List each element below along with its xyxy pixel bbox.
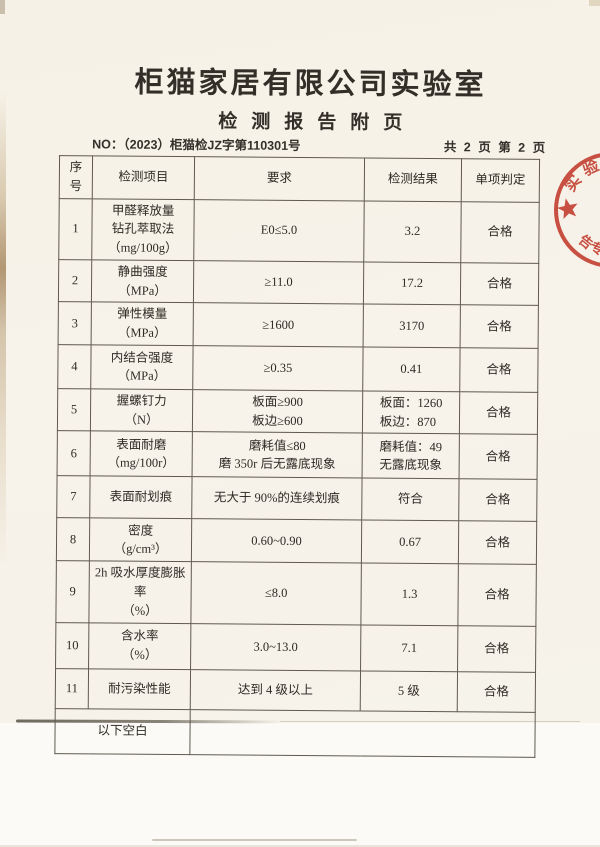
- cell-item: 甲醛释放量 钻孔萃取法 （mg/100g）: [91, 198, 195, 261]
- report-number: NO：（2023）柜猫检JZ字第110301号: [92, 137, 301, 153]
- cell-no: 7: [56, 475, 91, 519]
- cell-result: 板面：1260 板边：870: [362, 390, 460, 435]
- footer-note-cell: 以下空白: [54, 708, 191, 755]
- cell-verdict: 合格: [457, 563, 537, 626]
- header-verdict: 单项判定: [461, 158, 540, 202]
- cell-result: 符合: [361, 478, 460, 521]
- cell-requirement: 板面≥900 板边≥600: [192, 389, 363, 434]
- header-result: 检测结果: [364, 157, 462, 202]
- cell-verdict: 合格: [459, 391, 538, 435]
- cell-verdict: 合格: [457, 625, 536, 672]
- table-row: 3 弹性模量 （MPa） ≥1600 3170 合格: [58, 301, 539, 349]
- cell-requirement: ≥0.35: [192, 345, 364, 391]
- cell-item: 内结合强度 （MPa）: [90, 344, 194, 390]
- cell-no: 8: [56, 517, 90, 562]
- table-row: 7 表面耐划痕 无大于 90%的连续划痕 符合 合格: [56, 475, 538, 522]
- cell-item: 耐污染性能: [88, 668, 191, 710]
- header-item: 检测项目: [92, 155, 195, 200]
- cell-result: 磨耗值：49 无露底现象: [362, 433, 460, 480]
- table-row: 6 表面耐磨 （mg/100r） 磨耗值≤80 磨 350r 后无露底现象 磨耗…: [57, 430, 538, 480]
- cell-no: 9: [55, 560, 90, 623]
- cell-verdict: 合格: [458, 479, 538, 522]
- scan-corner-top-right: [589, 0, 600, 6]
- cell-requirement: 0.60~0.90: [191, 518, 362, 564]
- cell-requirement: 磨耗值≤80 磨 350r 后无露底现象: [192, 431, 363, 479]
- footer-empty-cell: [189, 709, 536, 757]
- cell-item: 2h 吸水厚度膨胀率 （%）: [88, 561, 192, 624]
- lower-sheet-area: [0, 723, 600, 845]
- stamp-ring: [554, 153, 600, 267]
- table-row: 4 内结合强度 （MPa） ≥0.35 0.41 合格: [57, 344, 539, 393]
- cell-requirement: 无大于 90%的连续划痕: [191, 476, 363, 521]
- cell-requirement: 3.0~13.0: [190, 623, 361, 671]
- cell-verdict: 合格: [459, 347, 539, 393]
- cell-no: 2: [58, 259, 92, 303]
- cell-verdict: 合格: [460, 201, 540, 264]
- report-title: 检测报告附页: [218, 111, 417, 134]
- cell-result: 17.2: [363, 261, 461, 306]
- cell-result: 3170: [363, 304, 461, 348]
- cell-no: 11: [55, 668, 89, 709]
- cell-result-text: 磨耗值：49 无露底现象: [379, 439, 443, 473]
- cell-item: 密度 （g/cm³）: [89, 518, 192, 562]
- lab-name-heading: 柜猫家居有限公司实验室: [134, 66, 487, 102]
- table-row: 8 密度 （g/cm³） 0.60~0.90 0.67 合格: [56, 517, 537, 565]
- cell-requirement: ≥11.0: [193, 260, 364, 305]
- cell-requirement: E0≤5.0: [193, 199, 365, 262]
- table-row: 1 甲醛释放量 钻孔萃取法 （mg/100g） E0≤5.0 3.2 合格: [58, 198, 540, 264]
- cell-item: 握螺钉力 （N）: [90, 388, 193, 432]
- star-icon: [557, 198, 578, 220]
- results-table: 序号 检测项目 要求 检测结果 单项判定 1 甲醛释放量 钻孔萃取法 （mg/1…: [54, 155, 540, 757]
- table-footer-row: 以下空白: [54, 708, 536, 757]
- paper-bottom-edge: [152, 839, 357, 841]
- cell-result: 0.67: [361, 520, 459, 564]
- cell-no: 5: [57, 388, 91, 432]
- table-row: 10 含水率 （%） 3.0~13.0 7.1 合格: [55, 622, 536, 672]
- cell-item: 表面耐划痕: [89, 476, 193, 519]
- cell-result: 5 级: [360, 670, 458, 712]
- cell-result: 1.3: [360, 563, 459, 626]
- table-row: 11 耐污染性能 达到 4 级以上 5 级 合格: [55, 668, 536, 712]
- cell-requirement: ≤8.0: [190, 561, 362, 625]
- scan-corner-top-left: [0, 0, 5, 14]
- cell-no: 1: [58, 198, 93, 260]
- header-requirement: 要求: [194, 156, 365, 201]
- cell-result: 7.1: [360, 624, 458, 672]
- cell-verdict: 合格: [459, 434, 538, 480]
- header-no: 序号: [59, 155, 93, 199]
- cell-verdict: 合格: [458, 520, 537, 565]
- cell-requirement: 达到 4 级以上: [190, 669, 361, 711]
- paper-fold-line-faint: [280, 721, 580, 722]
- cell-result: 3.2: [363, 200, 462, 263]
- cell-result: 0.41: [362, 346, 461, 392]
- cell-result-text: 板面：1260 板边：870: [379, 395, 443, 429]
- cell-verdict: 合格: [460, 262, 539, 306]
- cell-no: 4: [57, 344, 92, 389]
- cell-no: 3: [58, 301, 92, 345]
- scan-left-edge-shadow: [0, 92, 6, 570]
- cell-item: 含水率 （%）: [88, 622, 191, 670]
- cell-verdict: 合格: [460, 305, 539, 349]
- cell-requirement: ≥1600: [193, 302, 364, 347]
- table-row: 5 握螺钉力 （N） 板面≥900 板边≥600 板面：1260 板边：870 …: [57, 388, 538, 435]
- cell-no: 6: [57, 430, 91, 477]
- lab-seal-stamp: 实验 告专用章: [554, 153, 600, 267]
- cell-item: 表面耐磨 （mg/100r）: [90, 431, 193, 477]
- cell-no: 10: [55, 622, 89, 669]
- table-row: 2 静曲强度 （MPa） ≥11.0 17.2 合格: [58, 259, 539, 306]
- table-header-row: 序号 检测项目 要求 检测结果 单项判定: [59, 155, 540, 202]
- cell-item: 静曲强度 （MPa）: [91, 259, 194, 303]
- page-count: 共 2 页 第 2 页: [443, 140, 548, 155]
- cell-verdict: 合格: [457, 671, 536, 712]
- table-row: 9 2h 吸水厚度膨胀率 （%） ≤8.0 1.3 合格: [55, 560, 537, 626]
- cell-item: 弹性模量 （MPa）: [91, 302, 194, 346]
- report-meta-row: NO：（2023）柜猫检JZ字第110301号 共 2 页 第 2 页: [92, 133, 547, 156]
